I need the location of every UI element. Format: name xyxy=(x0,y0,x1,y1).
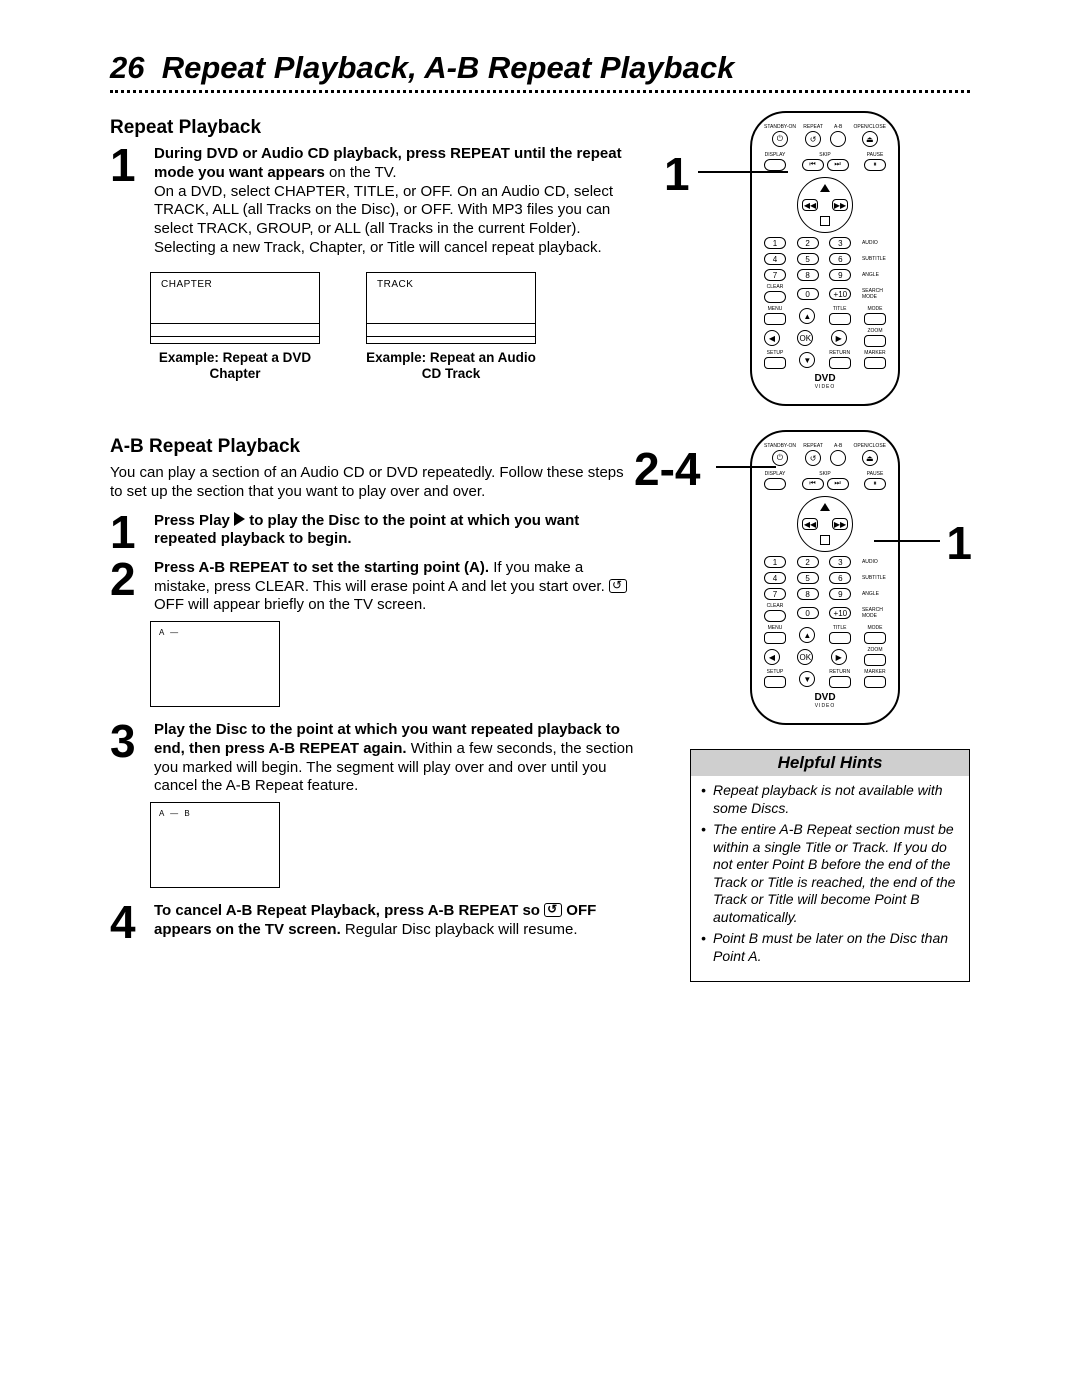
section2-step1: Press Play to play the Disc to the point… xyxy=(154,512,640,553)
repeat-icon xyxy=(544,903,562,917)
callout-1-line xyxy=(698,171,788,173)
osd-chapter: CHAPTER xyxy=(150,272,320,344)
play-icon xyxy=(234,512,245,526)
dvd-logo: DVD xyxy=(764,373,886,384)
callout-1: 1 xyxy=(664,147,690,201)
hint-item: Point B must be later on the Disc than P… xyxy=(701,930,959,965)
step-number: 1 xyxy=(110,512,144,553)
section1-heading: Repeat Playback xyxy=(110,117,640,139)
osd-track: TRACK xyxy=(366,272,536,344)
section1-step1: During DVD or Audio CD playback, press R… xyxy=(154,145,640,258)
play-ring: ◀◀▶▶ xyxy=(797,177,853,233)
repeat-icon xyxy=(609,579,627,593)
section2-step2: Press A-B REPEAT to set the starting poi… xyxy=(154,559,640,615)
hints-title: Helpful Hints xyxy=(691,750,969,776)
examples-row: CHAPTER Example: Repeat a DVD Chapter TR… xyxy=(150,272,640,382)
example1-caption: Example: Repeat a DVD Chapter xyxy=(150,350,320,382)
callout-2-4: 2-4 xyxy=(634,442,700,496)
callout-2-4-line xyxy=(716,466,776,468)
callout-1b-line xyxy=(874,540,940,542)
example2-caption: Example: Repeat an Audio CD Track xyxy=(366,350,536,382)
section2-intro: You can play a section of an Audio CD or… xyxy=(110,464,640,502)
callout-1b: 1 xyxy=(946,516,972,570)
step-number: 1 xyxy=(110,145,144,258)
osd-a: A — xyxy=(150,621,280,707)
remote-2: 2-4 1 STANDBY-ON⏻ REPEAT↺ A-B OPEN/CLOSE… xyxy=(670,430,970,725)
step-number: 4 xyxy=(110,902,144,943)
helpful-hints: Helpful Hints Repeat playback is not ava… xyxy=(690,749,970,982)
section2-step3: Play the Disc to the point at which you … xyxy=(154,721,640,796)
section2-step4: To cancel A-B Repeat Playback, press A-B… xyxy=(154,902,640,943)
hint-item: The entire A-B Repeat section must be wi… xyxy=(701,821,959,926)
osd-ab: A — B xyxy=(150,802,280,888)
hint-item: Repeat playback is not available with so… xyxy=(701,782,959,817)
page-title: 26 Repeat Playback, A-B Repeat Playback xyxy=(110,50,970,86)
step-number: 3 xyxy=(110,721,144,796)
section2-heading: A-B Repeat Playback xyxy=(110,436,640,458)
step-number: 2 xyxy=(110,559,144,615)
remote-1: 1 STANDBY-ON⏻ REPEAT↺ A-B OPEN/CLOSE⏏ DI… xyxy=(670,111,970,406)
title-rule xyxy=(110,90,970,93)
